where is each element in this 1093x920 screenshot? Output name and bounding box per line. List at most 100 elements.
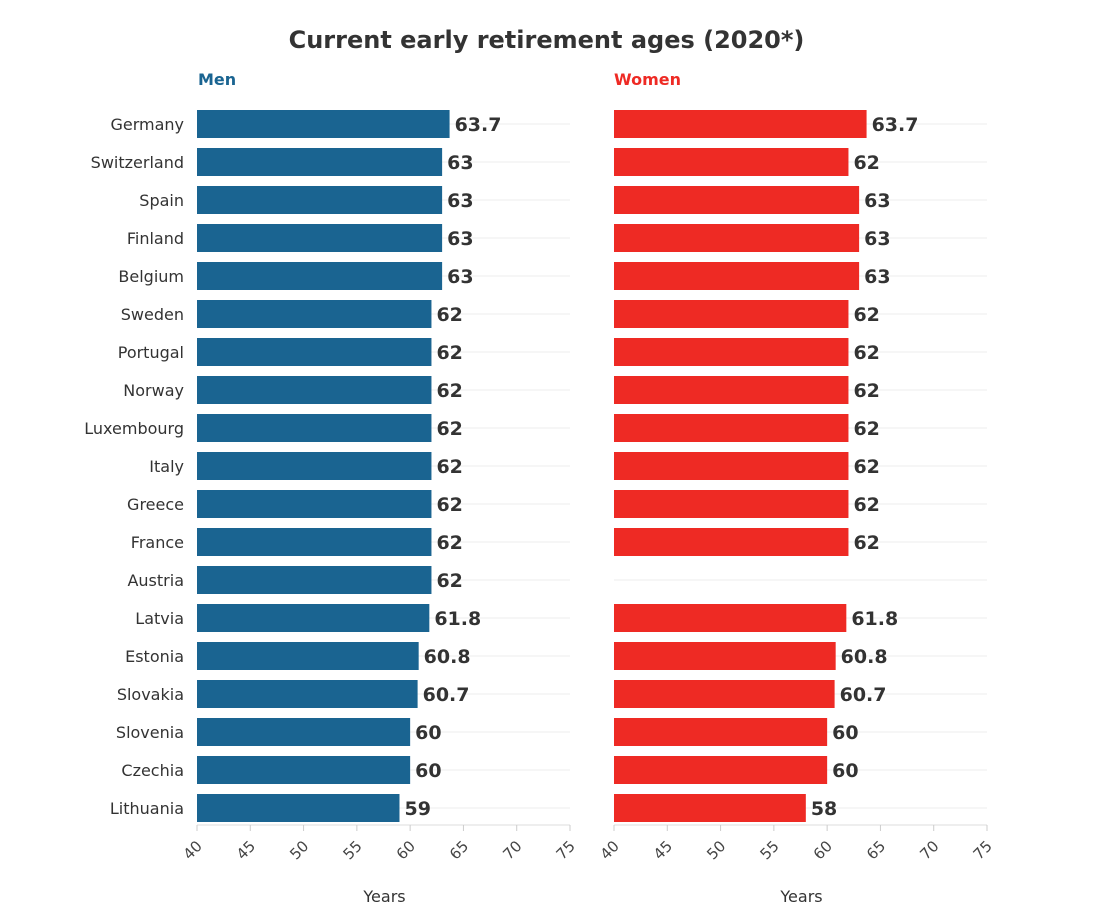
data-label: 62 (436, 456, 462, 478)
x-tick-label: 60 (393, 837, 419, 863)
bar-men-italy (197, 452, 432, 480)
x-tick-label: 70 (499, 837, 525, 863)
data-label: 62 (436, 304, 462, 326)
bar-women-italy (614, 452, 849, 480)
category-label: Switzerland (91, 153, 184, 172)
bar-men-austria (197, 566, 432, 594)
data-label: 62 (436, 494, 462, 516)
data-label: 62 (436, 380, 462, 402)
data-label: 63.7 (872, 114, 919, 136)
data-label: 61.8 (434, 608, 481, 630)
bar-men-belgium (197, 262, 443, 290)
x-tick-label: 75 (970, 837, 996, 863)
data-label: 62 (853, 494, 879, 516)
data-label: 62 (853, 532, 879, 554)
category-label: Sweden (121, 305, 184, 324)
data-label: 62 (853, 304, 879, 326)
data-label: 62 (436, 418, 462, 440)
bar-women-finland (614, 224, 860, 252)
data-label: 62 (853, 380, 879, 402)
data-label: 63 (864, 228, 890, 250)
bar-men-finland (197, 224, 443, 252)
bar-women-lithuania (614, 794, 806, 822)
data-label: 62 (853, 418, 879, 440)
data-label: 63 (447, 190, 473, 212)
bar-men-luxembourg (197, 414, 432, 442)
category-label: Spain (139, 191, 184, 210)
category-label: Lithuania (110, 799, 184, 818)
x-tick-label: 75 (553, 837, 579, 863)
x-tick-label: 55 (339, 837, 365, 863)
x-tick-label: 50 (286, 837, 312, 863)
category-label: Germany (110, 115, 184, 134)
bar-men-sweden (197, 300, 432, 328)
data-label: 60.8 (841, 646, 888, 668)
bar-men-greece (197, 490, 432, 518)
bar-women-france (614, 528, 849, 556)
bar-men-spain (197, 186, 443, 214)
x-tick-label: 45 (650, 837, 676, 863)
x-tick-label: 70 (916, 837, 942, 863)
bar-women-switzerland (614, 148, 849, 176)
x-tick-label: 45 (233, 837, 259, 863)
data-label: 59 (404, 798, 430, 820)
bar-women-belgium (614, 262, 860, 290)
bar-women-czechia (614, 756, 828, 784)
category-label: Finland (127, 229, 184, 248)
bar-men-germany (197, 110, 450, 138)
x-tick-label: 60 (810, 837, 836, 863)
x-tick-label: 65 (863, 837, 889, 863)
data-label: 62 (436, 532, 462, 554)
category-label: Austria (127, 571, 184, 590)
panel-title-men: Men (198, 70, 236, 89)
data-label: 58 (811, 798, 837, 820)
data-label: 62 (853, 342, 879, 364)
bar-men-czechia (197, 756, 411, 784)
bar-women-luxembourg (614, 414, 849, 442)
x-tick-label: 55 (756, 837, 782, 863)
bar-women-sweden (614, 300, 849, 328)
bar-women-slovenia (614, 718, 828, 746)
data-label: 62 (436, 342, 462, 364)
data-label: 60.7 (423, 684, 470, 706)
data-label: 60 (832, 760, 858, 782)
data-label: 61.8 (851, 608, 898, 630)
bar-men-norway (197, 376, 432, 404)
bar-men-latvia (197, 604, 430, 632)
bar-men-switzerland (197, 148, 443, 176)
data-label: 63 (447, 228, 473, 250)
data-label: 63 (447, 152, 473, 174)
category-label: Estonia (125, 647, 184, 666)
bar-women-estonia (614, 642, 836, 670)
bar-men-lithuania (197, 794, 400, 822)
bar-men-portugal (197, 338, 432, 366)
bar-men-slovakia (197, 680, 418, 708)
x-tick-label: 40 (597, 837, 623, 863)
bar-men-slovenia (197, 718, 411, 746)
category-label: Slovakia (117, 685, 184, 704)
panel-title-women: Women (614, 70, 681, 89)
data-label: 63 (864, 190, 890, 212)
bar-men-france (197, 528, 432, 556)
category-label: Greece (127, 495, 184, 514)
bar-women-portugal (614, 338, 849, 366)
category-label: Slovenia (116, 723, 184, 742)
x-tick-label: 50 (703, 837, 729, 863)
data-label: 62 (853, 456, 879, 478)
chart-title: Current early retirement ages (2020*) (288, 26, 805, 54)
bar-women-spain (614, 186, 860, 214)
data-label: 60 (415, 760, 441, 782)
data-label: 63.7 (455, 114, 502, 136)
bar-women-norway (614, 376, 849, 404)
category-label: Latvia (135, 609, 184, 628)
bar-women-latvia (614, 604, 847, 632)
data-label: 62 (853, 152, 879, 174)
x-tick-label: 40 (180, 837, 206, 863)
bar-men-estonia (197, 642, 419, 670)
x-axis-title: Years (362, 887, 405, 906)
data-label: 62 (436, 570, 462, 592)
data-label: 60.7 (840, 684, 887, 706)
data-label: 63 (864, 266, 890, 288)
data-label: 63 (447, 266, 473, 288)
